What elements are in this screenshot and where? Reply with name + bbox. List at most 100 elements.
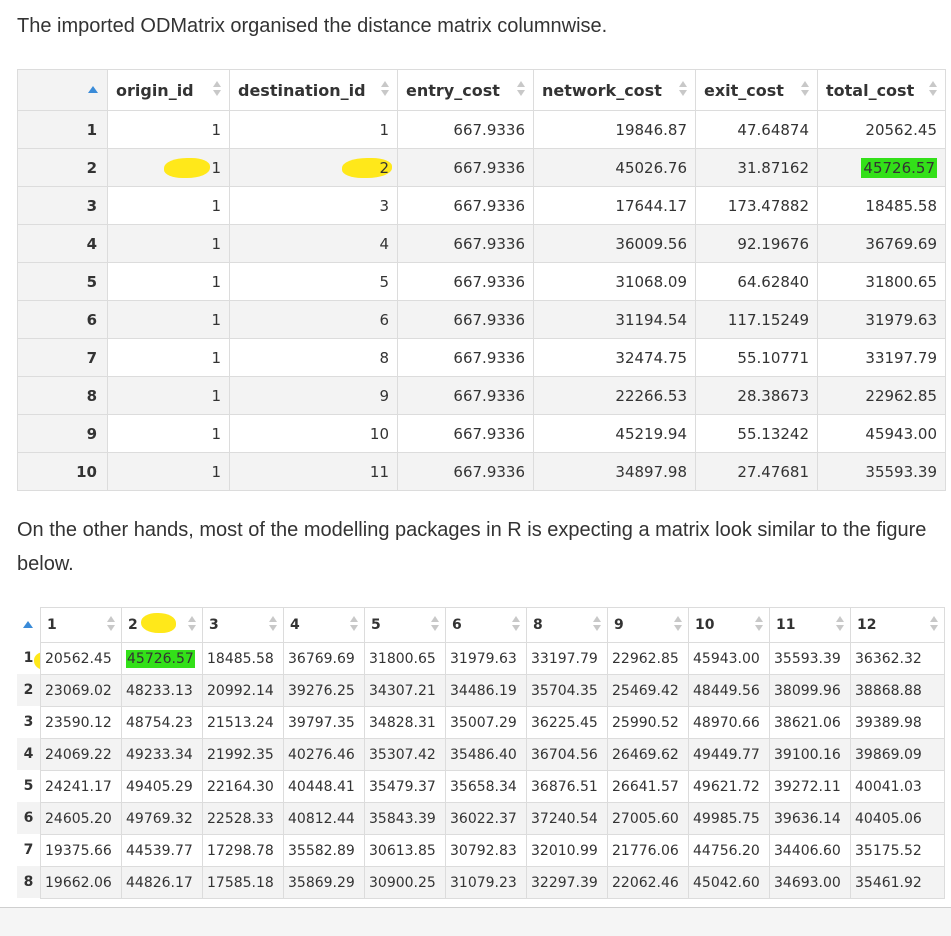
matrix-cell: 35704.35 [526, 674, 608, 707]
matrix-cell: 49233.34 [121, 738, 203, 771]
column-header[interactable]: 1 [40, 607, 122, 643]
matrix-cell: 35658.34 [445, 770, 527, 803]
matrix-cell: 39272.11 [769, 770, 851, 803]
matrix-cell: 30613.85 [364, 834, 446, 867]
matrix-cell: 35582.89 [283, 834, 365, 867]
matrix-cell: 35461.92 [850, 866, 945, 899]
sort-icon [929, 81, 937, 97]
matrix-cell: 33197.79 [526, 642, 608, 675]
matrix-cell: 36704.56 [526, 738, 608, 771]
table-row: 19662.06 44826.17 17585.18 35869.29 30900.25… [40, 866, 945, 899]
column-header[interactable]: 12 [850, 607, 945, 643]
column-header[interactable]: 3 [202, 607, 284, 643]
matrix-cell: 49621.72 [688, 770, 770, 803]
matrix-cell: 25990.52 [607, 706, 689, 739]
table-row: 2 1 2 667.9336 45026.76 31.87162 45726.57 [17, 148, 946, 187]
matrix-cell: 45943.00 [688, 642, 770, 675]
sort-icon [381, 81, 389, 97]
matrix-cell: 37240.54 [526, 802, 608, 835]
explanation-paragraph: On the other hands, most of the modellin… [17, 519, 927, 575]
yellow-highlight-mark [164, 158, 210, 178]
matrix-cell: 22962.85 [607, 642, 689, 675]
matrix-cell: 22528.33 [202, 802, 284, 835]
matrix-cell: 38099.96 [769, 674, 851, 707]
row-label: 7 [23, 842, 34, 858]
sort-icon [593, 616, 601, 632]
column-header-exit-cost[interactable]: exit_cost [695, 69, 818, 111]
sort-icon [679, 81, 687, 97]
matrix-cell: 40041.03 [850, 770, 945, 803]
table-row: 10 1 11 667.9336 34897.98 27.47681 35593.39 [17, 452, 946, 491]
column-header[interactable]: 10 [688, 607, 770, 643]
column-header-entry-cost[interactable]: entry_cost [397, 69, 534, 111]
sort-icon [431, 616, 439, 632]
row-label: 5 [23, 778, 34, 794]
matrix-cell: 30792.83 [445, 834, 527, 867]
sort-icon [801, 81, 809, 97]
matrix-cell: 17298.78 [202, 834, 284, 867]
sort-icon [188, 616, 196, 632]
matrix-cell: 36022.37 [445, 802, 527, 835]
matrix-cell: 19375.66 [40, 834, 122, 867]
table-row: 23069.02 48233.13 20992.14 39276.25 34307.21… [40, 674, 945, 707]
matrix-cell: 25469.42 [607, 674, 689, 707]
matrix-cell: 48970.66 [688, 706, 770, 739]
matrix-cell: 24241.17 [40, 770, 122, 803]
table-row: 8 1 9 667.9336 22266.53 28.38673 22962.85 [17, 376, 946, 415]
matrix-cell: 34828.31 [364, 706, 446, 739]
column-header[interactable]: 2 [121, 607, 203, 643]
column-header-network-cost[interactable]: network_cost [533, 69, 696, 111]
row-label: 2 [17, 674, 40, 706]
od-matrix-table: origin_id destination_id entry_cost netw… [17, 69, 946, 491]
matrix-cell: 35869.29 [283, 866, 365, 899]
matrix-cell: 18485.58 [202, 642, 284, 675]
matrix-cell: 31979.63 [445, 642, 527, 675]
matrix-cell: 36769.69 [283, 642, 365, 675]
bottom-toolbar [0, 908, 951, 936]
sort-icon [350, 616, 358, 632]
matrix-cell: 45726.57 [121, 642, 203, 675]
matrix-cell: 32010.99 [526, 834, 608, 867]
matrix-cell: 30900.25 [364, 866, 446, 899]
matrix-cell: 34406.60 [769, 834, 851, 867]
column-header[interactable]: 4 [283, 607, 365, 643]
column-header[interactable]: 9 [607, 607, 689, 643]
matrix-cell: 40448.41 [283, 770, 365, 803]
column-header[interactable]: 11 [769, 607, 851, 643]
table-row: 24241.17 49405.29 22164.30 40448.41 35479.37… [40, 770, 945, 803]
column-header-total-cost[interactable]: total_cost [817, 69, 946, 111]
matrix-cell: 35593.39 [769, 642, 851, 675]
matrix-cell: 20992.14 [202, 674, 284, 707]
matrix-cell: 44539.77 [121, 834, 203, 867]
matrix-cell: 24605.20 [40, 802, 122, 835]
yellow-highlight-mark [342, 158, 392, 178]
row-label: 3 [23, 714, 34, 730]
column-header[interactable]: 8 [526, 607, 608, 643]
table-row: 9 1 10 667.9336 45219.94 55.13242 45943.00 [17, 414, 946, 453]
table-row: 1 1 1 667.9336 19846.87 47.64874 20562.45 [17, 110, 946, 149]
row-index-header[interactable] [17, 69, 108, 111]
matrix-cell: 35007.29 [445, 706, 527, 739]
sort-ascending-icon [88, 86, 98, 93]
sort-icon [512, 616, 520, 632]
matrix-cell: 35486.40 [445, 738, 527, 771]
matrix-cell: 39276.25 [283, 674, 365, 707]
column-header-destination-id[interactable]: destination_id [229, 69, 398, 111]
matrix-cell: 21992.35 [202, 738, 284, 771]
matrix-cell: 49449.77 [688, 738, 770, 771]
highlighted-cell: 1 [107, 148, 230, 187]
green-highlight: 45726.57 [126, 649, 195, 668]
row-index-header[interactable] [17, 607, 40, 642]
intro-paragraph: The imported ODMatrix organised the dist… [17, 15, 608, 37]
column-header[interactable]: 6 [445, 607, 527, 643]
matrix-cell: 35307.42 [364, 738, 446, 771]
sort-icon [836, 616, 844, 632]
table-row: 24605.20 49769.32 22528.33 40812.44 35843.39… [40, 802, 945, 835]
matrix-cell: 44756.20 [688, 834, 770, 867]
matrix-cell: 39636.14 [769, 802, 851, 835]
matrix-row-labels: 1 2 3 4 5 6 7 8 [17, 607, 40, 898]
column-header-origin-id[interactable]: origin_id [107, 69, 230, 111]
matrix-cell: 26641.57 [607, 770, 689, 803]
column-header[interactable]: 5 [364, 607, 446, 643]
matrix-cell: 34307.21 [364, 674, 446, 707]
